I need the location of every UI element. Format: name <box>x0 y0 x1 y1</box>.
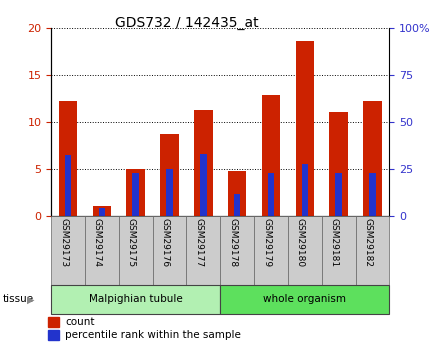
Bar <box>153 216 186 285</box>
Bar <box>220 216 254 285</box>
Bar <box>186 216 220 285</box>
Bar <box>49 317 59 327</box>
Bar <box>288 216 322 285</box>
Bar <box>65 155 71 216</box>
Text: tissue: tissue <box>2 294 33 304</box>
Bar <box>49 331 59 340</box>
Bar <box>51 216 85 285</box>
Text: GSM29182: GSM29182 <box>364 218 372 267</box>
Bar <box>356 216 389 285</box>
Bar <box>85 216 119 285</box>
Bar <box>126 169 145 216</box>
Text: GSM29181: GSM29181 <box>330 218 339 267</box>
Bar <box>200 154 206 216</box>
Text: ▶: ▶ <box>27 294 34 304</box>
Text: GSM29177: GSM29177 <box>194 218 203 267</box>
Text: GSM29180: GSM29180 <box>296 218 305 267</box>
Bar <box>194 110 213 216</box>
Bar <box>119 216 153 285</box>
Bar <box>133 173 139 216</box>
Text: percentile rank within the sample: percentile rank within the sample <box>65 331 241 340</box>
Bar <box>160 134 179 216</box>
Text: GSM29179: GSM29179 <box>262 218 271 267</box>
Bar <box>268 173 274 216</box>
Bar <box>93 206 111 216</box>
Bar <box>336 173 342 216</box>
Bar <box>295 41 314 216</box>
Bar <box>369 173 376 216</box>
Text: GDS732 / 142435_at: GDS732 / 142435_at <box>115 16 259 30</box>
Text: GSM29178: GSM29178 <box>228 218 237 267</box>
Bar <box>59 101 77 216</box>
Bar <box>329 112 348 216</box>
Text: Malpighian tubule: Malpighian tubule <box>89 294 182 304</box>
Bar <box>322 216 356 285</box>
Bar <box>99 208 105 216</box>
Bar <box>363 101 382 216</box>
Bar <box>262 95 280 216</box>
Text: GSM29176: GSM29176 <box>161 218 170 267</box>
Text: whole organism: whole organism <box>263 294 346 304</box>
Text: count: count <box>65 317 95 327</box>
Bar <box>228 171 247 216</box>
Bar <box>234 194 240 216</box>
Text: GSM29173: GSM29173 <box>59 218 68 267</box>
Text: GSM29174: GSM29174 <box>93 218 102 267</box>
Bar <box>51 285 220 314</box>
Bar <box>166 169 173 216</box>
Bar <box>254 216 288 285</box>
Bar <box>302 164 308 216</box>
Bar <box>220 285 389 314</box>
Text: GSM29175: GSM29175 <box>127 218 136 267</box>
